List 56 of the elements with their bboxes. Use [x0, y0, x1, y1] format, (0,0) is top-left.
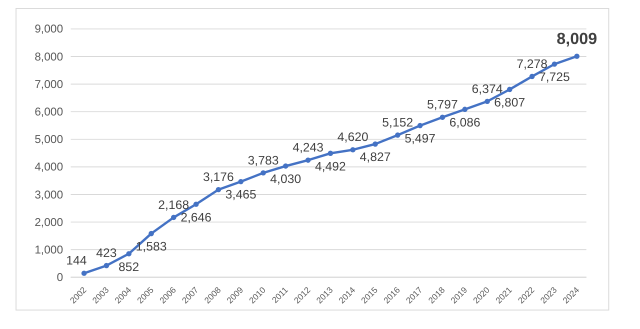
point: [574, 54, 580, 59]
y-tick-label: 5,000: [34, 134, 64, 146]
point: [283, 163, 288, 169]
data-label: 852: [118, 260, 140, 274]
y-tick-label: 6,000: [34, 106, 64, 119]
data-label: 6,374: [472, 82, 503, 96]
point: [104, 262, 110, 268]
point: [126, 251, 132, 256]
data-label: 8,009: [556, 30, 598, 48]
point: [395, 132, 400, 138]
point: [260, 170, 266, 176]
data-label: 3,176: [202, 170, 234, 184]
point: [440, 114, 446, 120]
point: [171, 214, 176, 220]
point: [462, 106, 468, 112]
point: [238, 178, 244, 184]
y-tick-label: 2,000: [34, 216, 64, 229]
data-label: 4,620: [337, 130, 368, 144]
y-tick-label: 8,000: [34, 51, 64, 64]
point: [350, 147, 356, 152]
point: [328, 150, 334, 156]
data-label: 6,807: [494, 96, 526, 110]
data-label: 3,465: [225, 188, 256, 202]
data-label: 5,497: [404, 132, 436, 146]
y-tick-label: 3,000: [34, 189, 64, 202]
data-label: 423: [96, 246, 117, 260]
data-label: 3,783: [248, 153, 279, 168]
point: [81, 270, 87, 276]
y-tick-label: 7,000: [34, 78, 64, 91]
point: [507, 86, 512, 92]
point: [417, 122, 423, 128]
data-label: 1,583: [136, 240, 167, 254]
data-label: 4,827: [360, 150, 391, 164]
data-label: 5,152: [382, 116, 414, 130]
point: [372, 141, 378, 147]
data-label: 7,725: [539, 70, 570, 84]
data-label: 4,492: [314, 159, 346, 174]
data-label: 7,278: [516, 56, 548, 71]
data-label: 4,030: [270, 172, 302, 186]
data-label: 4,243: [292, 140, 324, 155]
y-tick-label: 9,000: [34, 24, 64, 36]
data-label: 2,168: [158, 198, 190, 212]
data-label: 2,646: [180, 210, 212, 224]
point: [148, 230, 154, 236]
point: [216, 186, 222, 192]
y-tick-label: 0: [56, 272, 64, 284]
point: [193, 202, 199, 207]
data-label: 5,797: [427, 98, 458, 112]
point: [529, 74, 535, 80]
y-tick-label: 1,000: [34, 244, 64, 256]
data-label: 6,086: [449, 115, 480, 130]
point: [552, 61, 558, 67]
point: [305, 158, 311, 163]
y-tick-label: 4,000: [34, 162, 64, 174]
point: [484, 98, 490, 104]
data-label: 144: [66, 254, 87, 268]
